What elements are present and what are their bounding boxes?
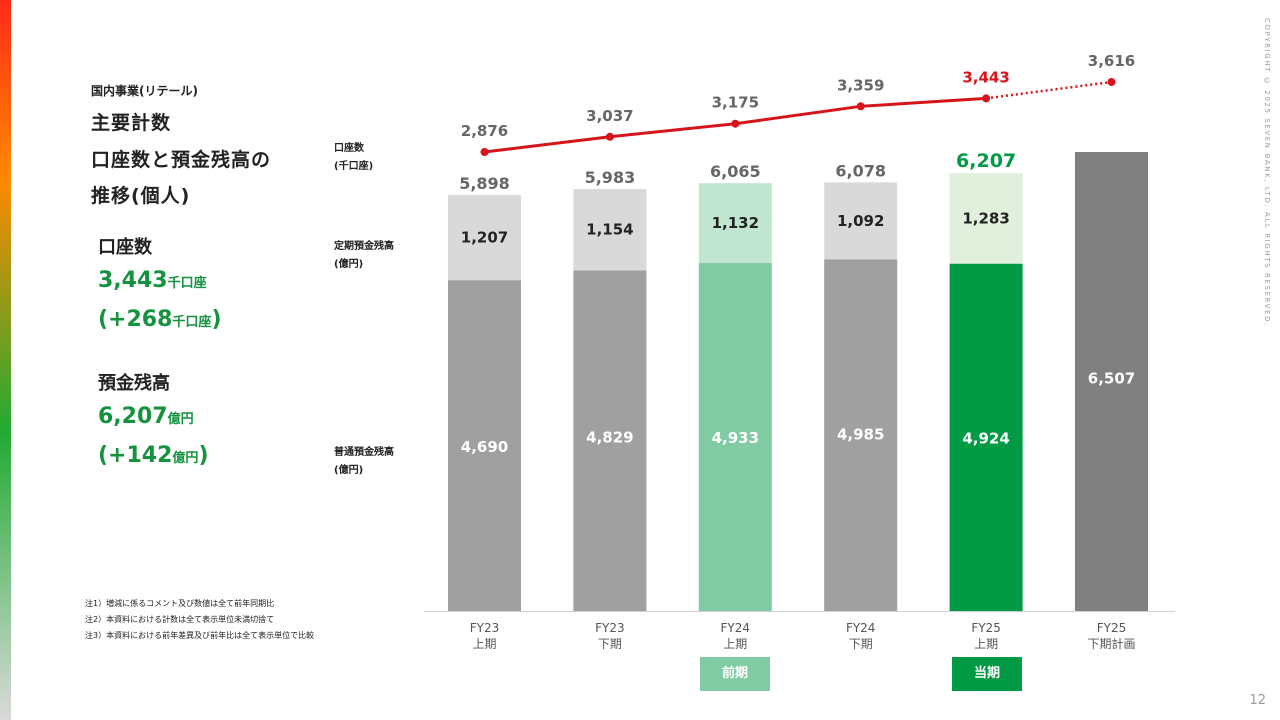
legend-time-deposit: 定期預金残高 (億円) <box>334 241 394 270</box>
page-title-line-2: 口座数と預金残高の <box>91 149 272 171</box>
label-ordinary-2: 4,933 <box>712 429 759 447</box>
label-time-2: 1,132 <box>712 214 759 232</box>
label-total-1: 5,983 <box>585 168 636 187</box>
bar-ordinary-deposit-3 <box>824 259 898 611</box>
label-ordinary-0: 4,690 <box>461 438 508 456</box>
bar-ordinary-deposit-2 <box>698 263 772 611</box>
line-point-3 <box>856 102 865 111</box>
deposit-kpi-value: 6,207億円 <box>98 404 194 429</box>
x-tick-label-0-a: FY23 <box>470 621 500 635</box>
badge-previous-period: 前期 <box>700 657 770 691</box>
label-time-4: 1,283 <box>962 209 1009 227</box>
label-ordinary-1: 4,829 <box>586 428 633 446</box>
line-label-2: 3,175 <box>712 94 759 112</box>
note-2: 注2）本資料における計数は全て表示単位未満切捨て <box>85 615 275 624</box>
x-tick-label-0-b: 上期 <box>472 637 496 651</box>
line-label-3: 3,359 <box>837 76 884 94</box>
bar-plan-5 <box>1075 152 1148 611</box>
label-plan-5: 6,507 <box>1088 370 1135 388</box>
x-tick-label-3-b: 下期 <box>849 637 873 651</box>
x-tick-label-2-a: FY24 <box>721 621 751 635</box>
line-label-4: 3,443 <box>962 68 1009 86</box>
legend-accounts: 口座数 (千口座) <box>334 143 374 172</box>
label-total-3: 6,078 <box>835 161 886 180</box>
label-time-0: 1,207 <box>461 229 508 247</box>
deposit-kpi-label: 預金残高 <box>98 373 170 394</box>
label-time-3: 1,092 <box>837 212 884 230</box>
x-tick-label-5-a: FY25 <box>1097 621 1127 635</box>
bar-time-deposit-4 <box>949 173 1023 264</box>
page-title-line-1: 主要計数 <box>91 112 172 134</box>
accounts-kpi-label: 口座数 <box>98 237 152 258</box>
bar-time-deposit-0 <box>448 195 521 281</box>
bar-time-deposit-3 <box>824 182 898 260</box>
copyright-notice: COPYRIGHT © 2025 SEVEN BANK, LTD. ALL RI… <box>1263 18 1271 327</box>
line-point-0 <box>480 148 489 156</box>
bar-time-deposit-1 <box>573 188 647 271</box>
badge-current-period: 当期 <box>952 657 1022 691</box>
label-ordinary-3: 4,985 <box>837 425 884 443</box>
x-tick-label-4-b: 上期 <box>974 637 998 651</box>
line-point-4 <box>982 94 991 103</box>
x-tick-label-3-a: FY24 <box>846 621 876 635</box>
accounts-kpi-value: 3,443千口座 <box>98 268 207 293</box>
x-tick-label-5-b: 下期計画 <box>1087 636 1135 651</box>
line-label-5: 3,616 <box>1088 52 1135 70</box>
label-total-2: 6,065 <box>710 162 761 181</box>
bar-time-deposit-2 <box>698 183 772 264</box>
deposit-kpi-change: (+142億円) <box>98 443 209 468</box>
x-tick-label-1-b: 下期 <box>598 637 622 651</box>
note-3: 注3）本資料における前年差異及び前年比は全て表示単位で比較 <box>85 631 315 640</box>
label-total-4: 6,207 <box>956 150 1016 172</box>
page-number: 12 <box>1249 693 1266 708</box>
accounts-kpi-change: (+268千口座) <box>98 307 222 332</box>
line-label-1: 3,037 <box>586 107 633 125</box>
line-accounts-plan <box>985 80 1112 100</box>
page-title-line-3: 推移(個人) <box>91 185 191 207</box>
bar-ordinary-deposit-1 <box>573 270 647 611</box>
legend-ordinary-deposit: 普通預金残高 (億円) <box>334 447 394 476</box>
line-point-5 <box>1107 78 1116 86</box>
label-ordinary-4: 4,924 <box>962 430 1009 448</box>
bar-ordinary-deposit-4 <box>949 263 1023 611</box>
label-total-0: 5,898 <box>459 174 510 193</box>
x-tick-label-1-a: FY23 <box>595 621 625 635</box>
note-1: 注1）増減に係るコメント及び数値は全て前年同期比 <box>85 599 275 608</box>
accent-strip <box>0 0 11 720</box>
line-point-2 <box>731 119 740 128</box>
x-tick-label-2-b: 上期 <box>723 637 747 651</box>
line-label-0: 2,876 <box>461 122 508 140</box>
x-tick-label-4-a: FY25 <box>971 621 1001 635</box>
line-point-1 <box>605 132 614 141</box>
section-label: 国内事業(リテール) <box>91 84 198 98</box>
bar-ordinary-deposit-0 <box>448 280 521 611</box>
label-time-1: 1,154 <box>586 221 633 239</box>
